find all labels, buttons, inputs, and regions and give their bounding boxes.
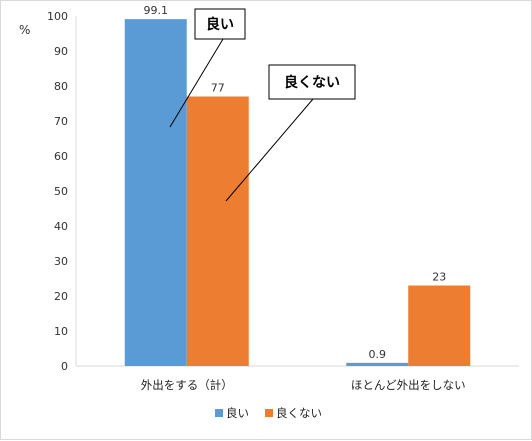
legend-label: 良くない (276, 406, 322, 420)
y-tick-label: 10 (54, 325, 68, 338)
y-tick-label: 20 (54, 290, 68, 303)
callout-box (194, 8, 246, 40)
y-tick-label: 60 (54, 150, 68, 163)
legend-label: 良い (226, 406, 249, 420)
bar-notgood-1 (408, 285, 471, 366)
y-tick-label: 100 (47, 10, 68, 23)
data-label: 0.9 (369, 348, 387, 361)
y-tick-label: 80 (54, 80, 68, 93)
x-category-label: 外出をする（計） (141, 378, 233, 392)
x-axis-categories: 外出をする（計） ほとんど外出をしない (141, 378, 466, 392)
bar-good-1 (346, 362, 409, 366)
y-tick-label: 50 (54, 185, 68, 198)
x-category-label: ほとんど外出をしない (351, 378, 466, 392)
data-label: 99.1 (144, 4, 169, 17)
y-tick-label: 30 (54, 255, 68, 268)
y-tick-label: 70 (54, 115, 68, 128)
callout-good: 良い (206, 16, 234, 33)
legend-swatch (215, 409, 223, 417)
data-label: 77 (211, 82, 225, 95)
bar-good-0 (124, 19, 187, 367)
data-labels: 99.1 77 0.9 23 (144, 4, 447, 361)
y-tick-label: 90 (54, 45, 68, 58)
bars (124, 19, 471, 367)
y-axis-ticks: 0 10 20 30 40 50 60 70 80 90 100 (47, 10, 68, 373)
callout-notgood: 良くない (284, 74, 340, 91)
y-tick-label: 0 (61, 360, 68, 373)
callout-leader-line (169, 38, 224, 128)
callout-box (268, 64, 356, 100)
data-label: 23 (432, 271, 446, 284)
y-axis-unit-label: % (19, 23, 30, 37)
callout-leader-line (225, 98, 314, 202)
bar-notgood-0 (186, 96, 249, 366)
legend: 良い 良くない (215, 406, 322, 420)
legend-swatch (265, 409, 273, 417)
y-tick-label: 40 (54, 220, 68, 233)
